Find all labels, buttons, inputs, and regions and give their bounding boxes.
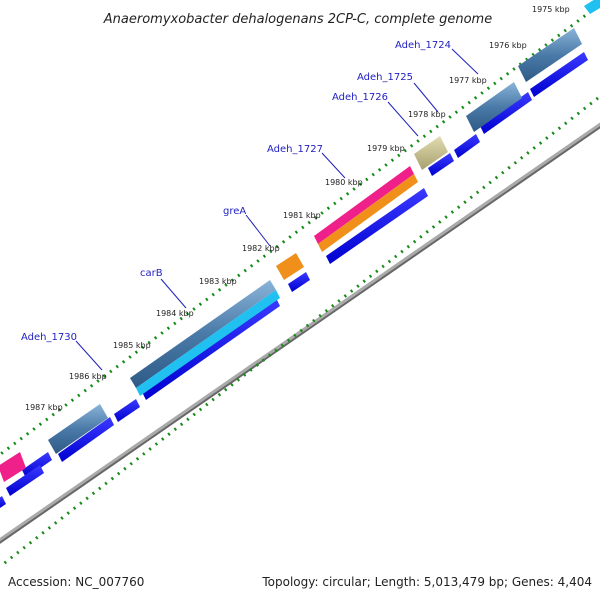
gene-label-text[interactable]: greA — [223, 206, 246, 217]
gene-label-adeh-1726[interactable]: Adeh_1726 — [332, 92, 419, 137]
kbp-label: 1975 kbp — [532, 5, 570, 14]
cds-arrow — [428, 153, 454, 176]
kbp-label: 1987 kbp — [25, 403, 63, 412]
gene-label-text[interactable]: carB — [140, 268, 163, 279]
kbp-label: 1976 kbp — [489, 41, 527, 50]
cds-arrow — [454, 134, 480, 158]
cds-arrow — [288, 272, 310, 292]
kbp-label: 1982 kbp — [242, 244, 280, 253]
kbp-label: 1981 kbp — [283, 211, 321, 220]
kbp-label: 1984 kbp — [156, 309, 194, 318]
gene-label-text[interactable]: Adeh_1727 — [267, 144, 323, 155]
gene-label-carB[interactable]: carB — [140, 268, 187, 309]
gene-greA-block-magenta — [314, 166, 414, 244]
gene-label-adeh-1730[interactable]: Adeh_1730 — [21, 332, 103, 371]
kbp-label: 1980 kbp — [325, 178, 363, 187]
gene-carB-cyan — [136, 290, 280, 396]
cds-arrow — [58, 417, 114, 462]
cds-arrow — [114, 399, 140, 422]
kbp-label: 1979 kbp — [367, 144, 405, 153]
cds-arrow — [480, 92, 532, 134]
gene-label-greA[interactable]: greA — [223, 206, 271, 247]
gene-greA-block-orange — [318, 174, 418, 252]
kbp-label: 1985 kbp — [113, 341, 151, 350]
cds-arrow — [530, 52, 588, 97]
gene-magenta-edge — [0, 452, 26, 482]
gene-cyan-edge — [584, 0, 600, 14]
kbp-label: 1986 kbp — [69, 372, 107, 381]
cds-arrow — [142, 298, 280, 400]
kbp-label: 1978 kbp — [408, 110, 446, 119]
kbp-labels: 1975 kbp 1976 kbp 1977 kbp 1978 kbp 1979… — [25, 5, 570, 412]
gene-label-text[interactable]: Adeh_1724 — [395, 40, 451, 51]
cds-arrow — [6, 465, 44, 496]
gene-adeh-1725-block — [466, 82, 522, 132]
cds-arrow — [0, 496, 6, 508]
gene-label-text[interactable]: Adeh_1726 — [332, 92, 388, 103]
gene-label-adeh-1727[interactable]: Adeh_1727 — [267, 144, 346, 179]
gene-labels: Adeh_1724 Adeh_1725 Adeh_1726 Adeh_1727 … — [21, 40, 479, 371]
upper-tick-track — [0, 4, 599, 457]
topology-text: Topology: circular; Length: 5,013,479 bp… — [261, 575, 592, 589]
gene-label-adeh-1725[interactable]: Adeh_1725 — [357, 72, 439, 113]
gene-orange-small — [276, 253, 304, 280]
gene-adeh-1730-block — [48, 404, 108, 454]
gene-label-text[interactable]: Adeh_1730 — [21, 332, 77, 343]
gene-adeh-1727-block — [414, 136, 448, 170]
kbp-label: 1983 kbp — [199, 277, 237, 286]
gene-adeh-1724-block — [518, 28, 582, 82]
cds-track-inner — [0, 52, 588, 508]
cds-arrow — [326, 188, 428, 264]
gene-track-outer — [0, 0, 600, 482]
gene-label-adeh-1724[interactable]: Adeh_1724 — [395, 40, 479, 75]
kbp-label: 1977 kbp — [449, 76, 487, 85]
map-title: Anaeromyxobacter dehalogenans 2CP-C, com… — [103, 12, 492, 27]
accession-text: Accession: NC_007760 — [8, 575, 144, 589]
gene-carB-block — [130, 280, 276, 388]
cds-arrow — [22, 452, 52, 478]
gene-label-text[interactable]: Adeh_1725 — [357, 72, 413, 83]
genome-backbone — [0, 122, 600, 544]
